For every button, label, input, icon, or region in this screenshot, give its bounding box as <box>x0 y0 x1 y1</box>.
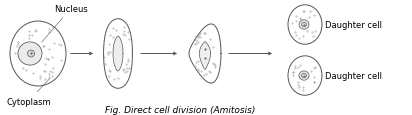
Polygon shape <box>103 20 132 89</box>
Ellipse shape <box>302 23 307 28</box>
Text: Nucleus: Nucleus <box>42 5 88 43</box>
Text: Daughter cell: Daughter cell <box>322 71 382 80</box>
Polygon shape <box>113 37 123 71</box>
Ellipse shape <box>299 71 309 80</box>
Polygon shape <box>189 25 221 83</box>
Text: Fig. Direct cell division (Amitosis): Fig. Direct cell division (Amitosis) <box>105 105 255 114</box>
Text: Daughter cell: Daughter cell <box>322 21 382 30</box>
Ellipse shape <box>10 22 66 86</box>
Polygon shape <box>199 42 211 70</box>
Ellipse shape <box>288 6 322 45</box>
Text: Cytoplasm: Cytoplasm <box>6 79 51 106</box>
Ellipse shape <box>18 43 42 66</box>
Ellipse shape <box>28 51 35 58</box>
Ellipse shape <box>299 21 309 30</box>
Ellipse shape <box>302 74 307 78</box>
Ellipse shape <box>288 56 322 95</box>
